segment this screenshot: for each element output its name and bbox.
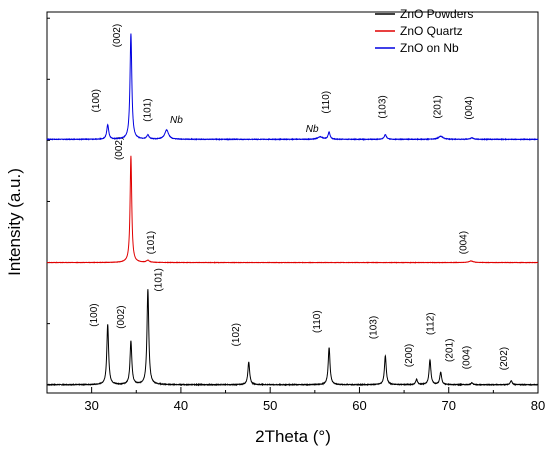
peak-label: (201) <box>433 95 444 118</box>
peak-label: (101) <box>153 268 164 291</box>
peak-label: (002) <box>116 305 127 328</box>
legend-entry-1: ZnO Powders <box>400 7 473 21</box>
peak-label-italic: Nb <box>170 115 183 126</box>
x-axis-label: 2Theta (°) <box>255 427 331 446</box>
peak-label: (202) <box>499 347 510 370</box>
peak-label: (201) <box>444 339 455 362</box>
peak-label: (112) <box>426 312 437 335</box>
x-tick-label: 40 <box>174 398 188 413</box>
peak-label: (100) <box>89 303 100 326</box>
peak-label: (002) <box>114 137 125 160</box>
legend-entry-3: ZnO on Nb <box>400 41 459 55</box>
peak-label: (103) <box>377 95 388 118</box>
plot-frame <box>46 11 539 394</box>
peak-label: (102) <box>231 323 242 346</box>
legend-entry-2: ZnO Quartz <box>400 24 463 38</box>
peak-label: (101) <box>143 98 154 121</box>
peak-label: (004) <box>461 346 472 369</box>
peak-label: (004) <box>459 231 470 254</box>
series-line-3 <box>46 33 539 141</box>
peak-label: (101) <box>146 231 157 254</box>
peak-label: (110) <box>312 310 323 333</box>
x-tick-label: 80 <box>531 398 545 413</box>
x-tick-label: 30 <box>84 398 98 413</box>
x-tick-label: 70 <box>441 398 455 413</box>
x-tick-label: 50 <box>263 398 277 413</box>
peak-label: (103) <box>368 316 379 339</box>
series-line-2 <box>46 155 539 264</box>
x-tick-label: 60 <box>352 398 366 413</box>
peak-label: (004) <box>464 96 475 119</box>
peak-label-italic: Nb <box>306 124 319 135</box>
peak-label: (200) <box>404 344 415 367</box>
series-line-1 <box>46 289 539 387</box>
peak-label: (100) <box>91 89 102 112</box>
y-axis-label: Intensity (a.u.) <box>5 168 24 276</box>
peak-label: (002) <box>112 24 123 47</box>
peak-label: (110) <box>321 91 332 114</box>
